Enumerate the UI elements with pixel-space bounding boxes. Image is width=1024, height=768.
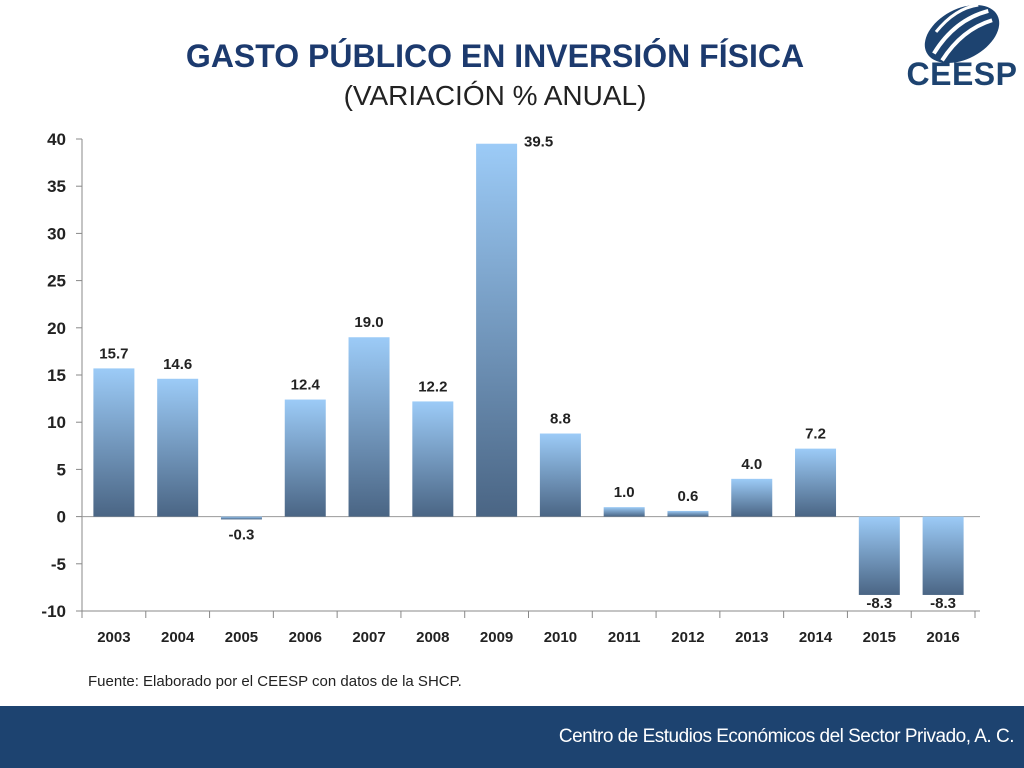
bar-2005 (220, 516, 262, 520)
footer-text: Centro de Estudios Económicos del Sector… (558, 726, 1015, 747)
data-label: 12.2 (418, 378, 447, 395)
data-label: 1.0 (614, 484, 635, 501)
bar-2009 (476, 143, 518, 517)
x-tick-label: 2016 (926, 629, 959, 646)
ceesp-logo-graphic: CEESP (907, 3, 1018, 92)
data-label: 12.4 (291, 377, 321, 394)
bar-2013 (731, 478, 773, 517)
bar-2015 (858, 516, 900, 595)
x-tick-label: 2003 (97, 629, 130, 646)
y-tick-label: 0 (57, 508, 66, 527)
bar-2010 (539, 433, 581, 517)
bar-2008 (412, 401, 454, 517)
x-tick-label: 2013 (735, 629, 768, 646)
bar-2011 (603, 507, 645, 517)
data-label: 39.5 (524, 134, 553, 151)
chart-title: GASTO PÚBLICO EN INVERSIÓN FÍSICA (185, 38, 805, 74)
y-tick-label: 5 (57, 460, 66, 479)
bar-chart: -10 -5 0 5 10 15 20 25 30 35 40 2003 2004 2005 2006 20… (0, 120, 1024, 660)
chart-subtitle: (VARIACIÓN % ANUAL) (343, 80, 647, 111)
y-tick-label: 15 (47, 366, 66, 385)
data-label: -8.3 (930, 595, 956, 612)
data-label: 0.6 (678, 488, 699, 505)
y-tick-label: 20 (47, 319, 66, 338)
bar-2012 (667, 510, 709, 517)
y-tick-label: 25 (47, 272, 66, 291)
x-tick-label: 2007 (352, 629, 385, 646)
y-tick-label: -5 (51, 555, 66, 574)
x-tick-label: 2008 (416, 629, 449, 646)
bar-chart-svg: -10 -5 0 5 10 15 20 25 30 35 40 2003 2004 2005 2006 20… (41, 130, 980, 646)
x-tick-label: 2010 (544, 629, 577, 646)
data-label: 15.7 (99, 345, 128, 362)
data-label: 14.6 (163, 356, 192, 373)
y-tick-label: 10 (47, 413, 66, 432)
bar-2006 (284, 399, 326, 517)
bar-2016 (922, 516, 964, 595)
source-note: Fuente: Elaborado por el CEESP con datos… (88, 673, 462, 690)
data-label: 19.0 (354, 314, 383, 331)
x-tick-label: 2012 (671, 629, 704, 646)
x-tick-label: 2011 (608, 629, 641, 646)
bar-2014 (795, 448, 837, 517)
y-tick-label: 30 (47, 224, 66, 243)
x-tick-label: 2015 (863, 629, 896, 646)
footer-bar: Centro de Estudios Económicos del Sector… (0, 706, 1024, 768)
data-label: 4.0 (741, 456, 762, 473)
bar-2003 (93, 368, 135, 517)
y-tick-label: 35 (47, 177, 66, 196)
bar-2004 (157, 378, 199, 517)
ceesp-logo: CEESP (900, 0, 1024, 96)
y-tick-label: -10 (41, 602, 66, 621)
svg-text:CEESP: CEESP (907, 56, 1018, 92)
x-tick-label: 2006 (289, 629, 322, 646)
data-label: -0.3 (229, 526, 255, 543)
x-tick-label: 2005 (225, 629, 258, 646)
x-tick-label: 2014 (799, 629, 833, 646)
data-label: -8.3 (866, 595, 892, 612)
bar-2007 (348, 337, 390, 517)
y-tick-label: 40 (47, 130, 66, 149)
x-tick-label: 2009 (480, 629, 513, 646)
data-label: 8.8 (550, 411, 571, 428)
data-label: 7.2 (805, 426, 826, 443)
x-tick-label: 2004 (161, 629, 195, 646)
